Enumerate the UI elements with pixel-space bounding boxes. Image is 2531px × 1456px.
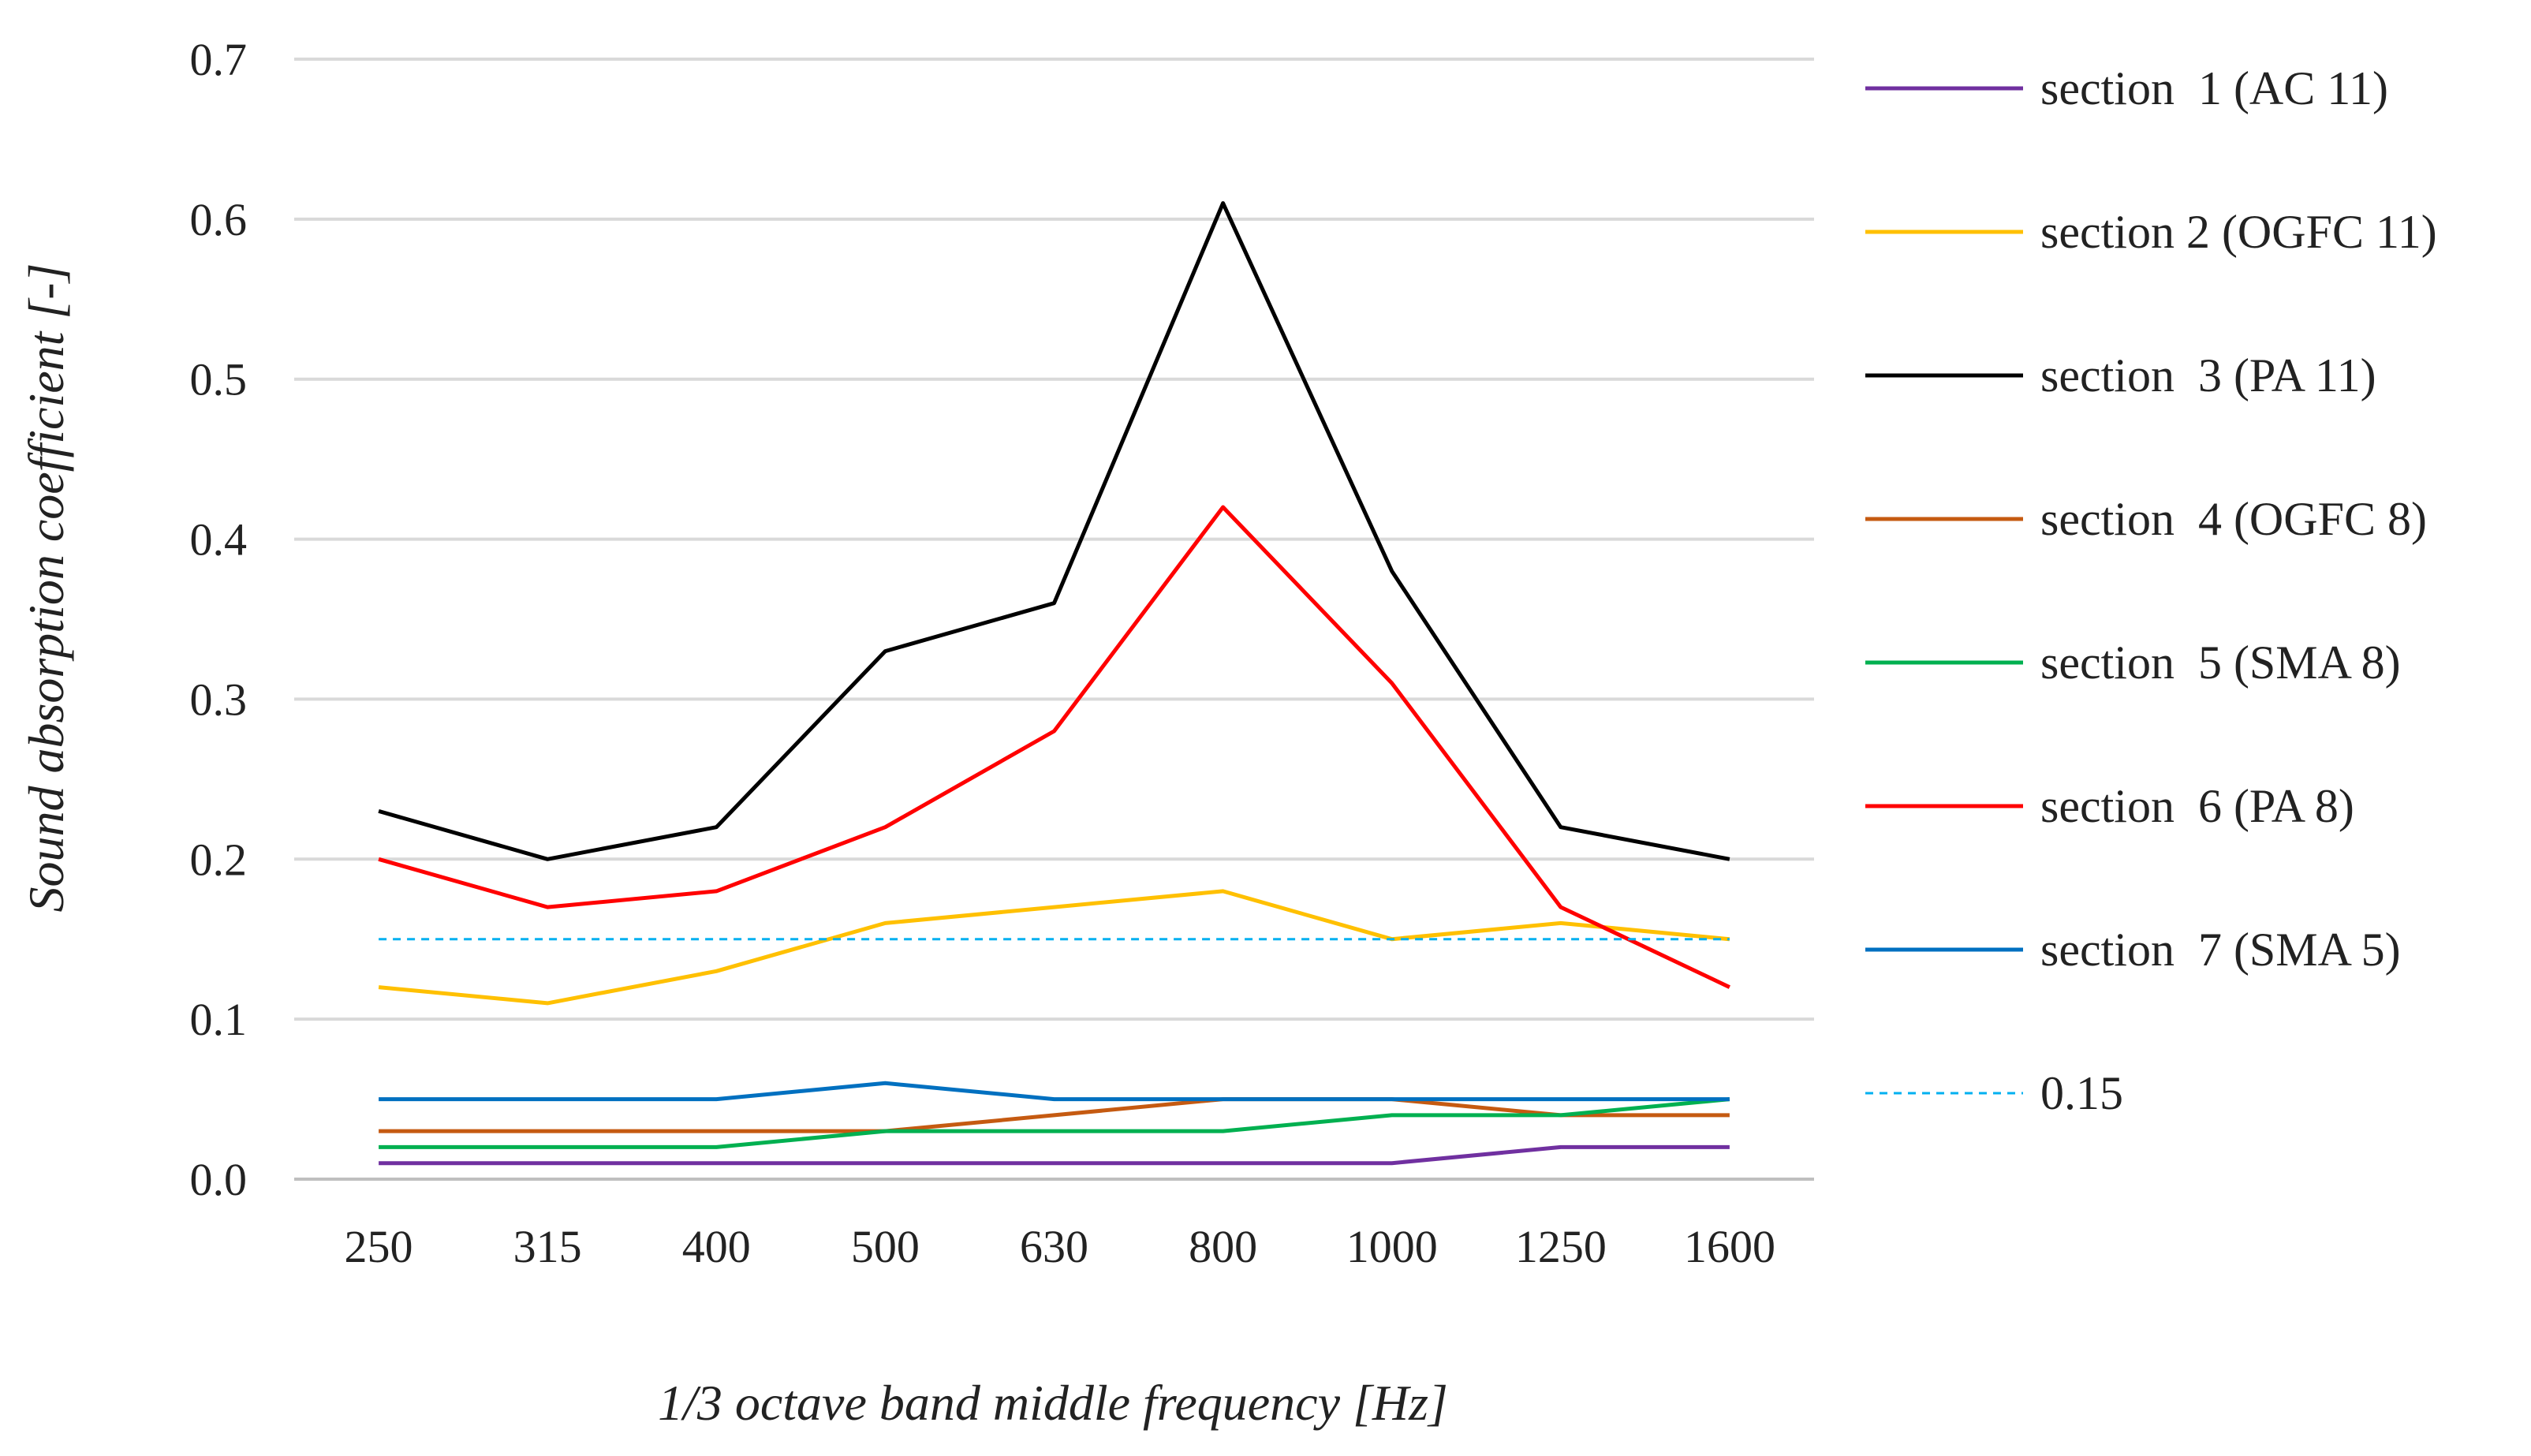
y-tick-label: 0.3: [190, 674, 248, 725]
legend-label: section 3 (PA 11): [2040, 349, 2376, 401]
x-tick-label: 1250: [1515, 1221, 1607, 1272]
grid-lines: [294, 58, 1814, 1181]
series-line-1: [379, 1144, 1730, 1166]
series-line-6: [378, 505, 1730, 989]
legend: section 1 (AC 11) section 2 (OGFC 11) sect…: [1865, 62, 2437, 1119]
x-axis-ticks: 250 315 400 500 630 800 1000 1250 1600: [345, 1221, 1775, 1272]
series-line-5: [379, 1097, 1730, 1149]
x-axis-title: 1/3 octave band middle frequency [Hz]: [658, 1375, 1448, 1431]
legend-label: section 1 (AC 11): [2040, 62, 2388, 114]
x-tick-label: 250: [345, 1221, 413, 1272]
y-tick-label: 0.5: [190, 354, 248, 405]
legend-label: section 5 (SMA 8): [2040, 637, 2401, 689]
y-tick-label: 0.2: [190, 834, 248, 885]
x-tick-label: 800: [1189, 1221, 1257, 1272]
series-line-7: [379, 1081, 1730, 1102]
x-tick-label: 400: [682, 1221, 751, 1272]
y-tick-label: 0.7: [190, 34, 248, 85]
y-tick-label: 0.4: [190, 514, 248, 566]
series-line-3: [378, 201, 1730, 861]
x-tick-label: 1000: [1346, 1221, 1438, 1272]
series-line-4: [379, 1097, 1730, 1133]
legend-label: section 2 (OGFC 11): [2040, 206, 2437, 258]
legend-label: section 6 (PA 8): [2040, 780, 2354, 832]
y-tick-label: 0.6: [190, 194, 248, 245]
legend-label: section 4 (OGFC 8): [2040, 493, 2427, 545]
x-tick-label: 500: [851, 1221, 920, 1272]
x-tick-label: 630: [1020, 1221, 1088, 1272]
series-lines: [378, 201, 1730, 1166]
y-tick-label: 0.0: [190, 1154, 248, 1205]
y-axis-ticks: 0.0 0.1 0.2 0.3 0.4 0.5 0.6 0.7: [190, 34, 248, 1205]
x-tick-label: 1600: [1684, 1221, 1775, 1272]
legend-label: section 7 (SMA 5): [2040, 924, 2401, 976]
y-tick-label: 0.1: [190, 994, 248, 1045]
y-axis-title: Sound absorption coefficient [-]: [18, 263, 74, 912]
x-tick-label: 315: [513, 1221, 582, 1272]
legend-label: 0.15: [2040, 1067, 2123, 1119]
series-line-2: [378, 889, 1730, 1006]
